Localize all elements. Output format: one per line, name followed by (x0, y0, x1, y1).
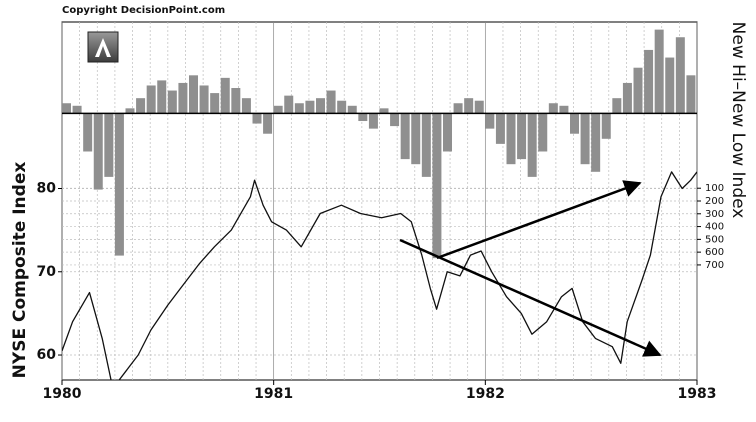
logo (87, 31, 119, 63)
bar (136, 98, 146, 114)
bar (316, 98, 325, 114)
line (62, 171, 697, 380)
arrow (436, 180, 642, 260)
bar (231, 88, 241, 114)
bar (305, 100, 315, 114)
bar (83, 113, 93, 152)
bar (495, 113, 505, 144)
y2-tick-label: 700 (705, 260, 724, 271)
x-tick-label: 1982 (466, 386, 505, 402)
marks (62, 29, 697, 380)
bar (633, 67, 643, 114)
bar (390, 113, 400, 127)
bar (114, 113, 124, 256)
bar (506, 113, 516, 165)
y2-tick-label: 600 (705, 247, 724, 258)
bar (157, 80, 167, 114)
bar (294, 103, 304, 114)
bar (548, 103, 558, 114)
x-tick-label: 1980 (43, 386, 82, 402)
bar (411, 113, 421, 165)
bar (559, 105, 569, 114)
bar (379, 108, 389, 114)
bar (252, 113, 262, 124)
copyright: Copyright DecisionPoint.com (62, 5, 225, 16)
bar (517, 113, 527, 160)
bar (62, 103, 71, 114)
bar (453, 103, 463, 114)
bar (178, 82, 188, 114)
bar (665, 57, 675, 114)
bar (474, 100, 484, 114)
y-tick-label: 60 (37, 347, 57, 363)
bar (686, 75, 696, 114)
y2-tick-label: 300 (705, 209, 724, 220)
logo-glyph (95, 38, 111, 57)
bar (210, 93, 220, 114)
bar (358, 113, 368, 122)
bar (189, 75, 198, 114)
bar (347, 105, 357, 114)
grid (61, 22, 698, 380)
bar (400, 113, 410, 160)
y2-tick-label: 200 (705, 196, 724, 207)
bar (284, 95, 294, 114)
x-tick-label: 1981 (254, 386, 293, 402)
bar (220, 77, 230, 114)
y2-tick-label: 100 (705, 183, 724, 194)
bar (580, 113, 590, 165)
arrow (399, 238, 662, 357)
y-tick-label: 70 (37, 264, 57, 280)
bar (167, 90, 177, 114)
bar (146, 85, 156, 114)
bar (368, 113, 378, 129)
bar (485, 113, 495, 129)
y-tick-label: 80 (37, 181, 57, 197)
bar (644, 49, 654, 114)
bar (326, 90, 336, 114)
bar (241, 98, 251, 114)
bar (654, 29, 664, 114)
bar (273, 105, 283, 114)
bar (337, 100, 347, 114)
bar (675, 37, 685, 114)
bar (570, 113, 579, 134)
bar (538, 113, 548, 152)
bar (263, 113, 273, 134)
bar (622, 82, 632, 114)
bar (591, 113, 601, 172)
bar (612, 98, 622, 114)
y2-tick-label: 400 (705, 222, 724, 233)
bar (93, 113, 103, 190)
bar (432, 113, 442, 259)
bar (72, 105, 82, 114)
bar (601, 113, 611, 139)
x-tick-label: 1983 (678, 386, 717, 402)
bar (464, 98, 474, 114)
bar (104, 113, 114, 177)
y2-axis-label: New Hi–New Low Index (728, 22, 748, 219)
y-axis-label: NYSE Composite Index (10, 162, 30, 379)
y2-tick-label: 500 (705, 234, 724, 245)
bar (443, 113, 452, 152)
bar (421, 113, 431, 177)
bar (527, 113, 537, 177)
bar (125, 108, 135, 114)
bar (199, 85, 209, 114)
